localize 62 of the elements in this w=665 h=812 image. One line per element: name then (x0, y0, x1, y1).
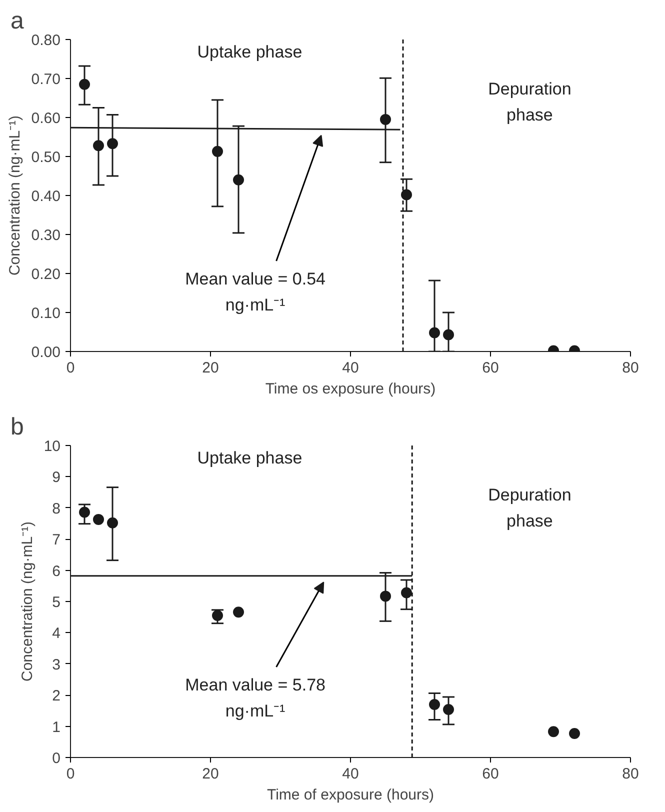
y-tick-label: 0.70 (31, 71, 61, 88)
y-tick-label: 0.40 (31, 188, 61, 205)
y-tick-label: 0.80 (31, 32, 61, 49)
y-tick-label: 0.20 (31, 266, 61, 283)
point (233, 174, 244, 186)
point (212, 146, 223, 157)
x-axis-title: Time of exposure (hours) (266, 786, 434, 804)
y-tick-label: 2 (52, 688, 60, 705)
y-tick-label: 10 (44, 438, 61, 455)
y-tick-label: 8 (52, 500, 60, 518)
point (93, 140, 104, 152)
point (443, 704, 454, 715)
point (380, 590, 391, 602)
point (107, 138, 118, 150)
x-tick-label: 60 (482, 360, 499, 376)
point (429, 327, 440, 338)
annotation: Mean value = 5.78 ng·mL⁻¹ (185, 676, 326, 721)
y-tick-label: 1 (52, 718, 60, 736)
point (79, 78, 90, 90)
y-tick-label: 0 (52, 750, 60, 767)
x-tick-label: 40 (342, 766, 359, 782)
y-tick-label: 0.00 (31, 344, 61, 361)
y-tick-label: 3 (52, 656, 60, 674)
y-tick-label: 9 (52, 469, 60, 486)
annotation: Mean value = 0.54 ng·mL⁻¹ (185, 270, 326, 315)
x-tick-label: 20 (202, 360, 219, 376)
point (107, 517, 118, 528)
y-tick-label: 0.30 (31, 227, 61, 244)
y-axis-title: Concentration (ng·mL⁻¹) (18, 521, 36, 682)
y-tick-label: 0.10 (31, 305, 61, 322)
y-tick-label: 0.60 (31, 110, 61, 127)
annotation: Uptake phase (197, 42, 302, 62)
point (401, 587, 412, 598)
point (93, 514, 104, 525)
point (429, 698, 440, 710)
point (233, 606, 244, 618)
point (79, 506, 90, 518)
point (443, 329, 454, 340)
annotation: Depuration phase (488, 485, 572, 530)
annotation: Uptake phase (197, 448, 302, 468)
point (569, 728, 580, 739)
point (401, 189, 412, 200)
point (548, 726, 559, 738)
x-tick-label: 0 (66, 766, 75, 782)
chart-title: b (10, 414, 24, 440)
point (212, 610, 223, 622)
x-tick-label: 0 (66, 360, 75, 376)
point (380, 114, 391, 125)
y-tick-label: 7 (52, 532, 60, 549)
y-tick-label: 4 (52, 625, 60, 642)
x-tick-label: 40 (342, 360, 359, 376)
y-tick-label: 0.50 (31, 149, 61, 166)
x-tick-label: 60 (482, 766, 499, 782)
annotation: Depuration phase (488, 79, 572, 124)
x-tick-label: 80 (622, 766, 639, 782)
x-tick-label: 20 (202, 766, 219, 782)
x-axis-title: Time os exposure (hours) (265, 380, 436, 398)
y-tick-label: 5 (52, 594, 60, 611)
y-tick-label: 6 (52, 562, 60, 580)
y-axis-title: Concentration (ng·mL⁻¹) (6, 115, 24, 276)
x-tick-label: 80 (622, 360, 639, 376)
chart-title: a (10, 8, 24, 34)
